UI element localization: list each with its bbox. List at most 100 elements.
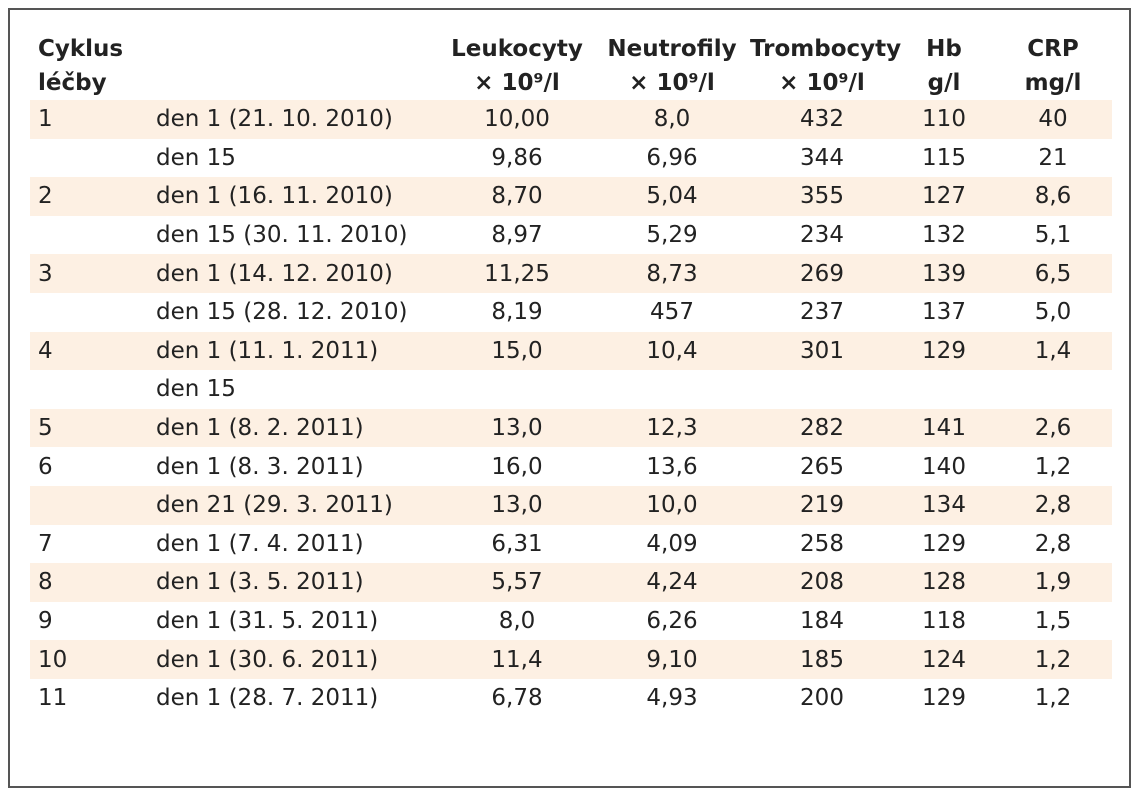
cell-trombocyty: 208 (750, 563, 894, 602)
cell-day: den 1 (8. 2. 2011) (148, 408, 440, 448)
cell-cycle (30, 485, 148, 525)
cell-hb: 139 (894, 254, 994, 293)
cell-cycle (30, 139, 148, 178)
cell-trombocyty: 344 (800, 144, 844, 171)
cell-day: den 1 (21. 10. 2010) (148, 100, 440, 139)
header-crp-label: CRP (1027, 36, 1079, 62)
cell-crp: 5,1 (1034, 222, 1072, 249)
cell-neutrofily: 9,10 (594, 640, 750, 679)
cell-day: den 1 (30. 6. 2011) (148, 640, 440, 679)
cell-cycle: 1 (30, 100, 148, 139)
cell-leukocyty: 8,70 (440, 177, 594, 216)
cell-crp: 1,2 (994, 640, 1112, 679)
cell-hb: 127 (894, 177, 994, 216)
table-row: den 15 (30. 11. 2010) 8,97 5,29 234 132 5,1 (30, 216, 1112, 255)
table-row: den 15 9,86 6,96 344 115 21 (30, 139, 1112, 178)
header-crp-unit: mg/l (1024, 70, 1082, 96)
cell-hb: 115 (922, 144, 966, 171)
header-cycle: Cyklus léčby (30, 32, 148, 100)
cell-cycle: 8 (30, 563, 148, 602)
table-header: Cyklus léčby Leukocyty × 10⁹/l Neutrofil… (30, 32, 1112, 100)
cell-day: den 15 (156, 376, 236, 403)
cell-cycle (30, 216, 148, 255)
header-day (148, 32, 440, 100)
cell-neutrofily: 6,96 (646, 144, 698, 171)
cell-leukocyty: 13,0 (440, 408, 594, 448)
header-leukocyty-label: Leukocyty (451, 36, 583, 62)
cell-trombocyty: 265 (800, 453, 844, 480)
header-row: Cyklus léčby Leukocyty × 10⁹/l Neutrofil… (30, 32, 1112, 100)
header-hb: Hb g/l (894, 32, 994, 100)
cell-cycle (30, 370, 148, 409)
cell-trombocyty: 269 (750, 254, 894, 293)
cell-hb: 129 (922, 685, 966, 712)
cell-neutrofily: 6,26 (646, 608, 698, 635)
cell-hb (894, 370, 994, 409)
cell-hb: 129 (894, 331, 994, 371)
table-row: den 15 (30, 370, 1112, 409)
cell-day: den 1 (28. 7. 2011) (156, 685, 379, 712)
cell-neutrofily: 4,24 (594, 563, 750, 602)
cell-leukocyty: 11,4 (440, 640, 594, 679)
cell-leukocyty: 8,19 (491, 299, 543, 326)
header-hb-unit: g/l (927, 70, 961, 96)
cell-day: den 1 (7. 4. 2011) (156, 530, 364, 557)
header-leukocyty: Leukocyty × 10⁹/l (440, 32, 594, 100)
cell-neutrofily: 10,0 (594, 485, 750, 525)
cell-crp: 2,8 (1034, 530, 1072, 557)
cell-hb: 124 (894, 640, 994, 679)
header-neutrofily-label: Neutrofily (607, 36, 737, 62)
cell-cycle: 7 (38, 530, 53, 557)
header-trombocyty: Trombocyty × 10⁹/l (750, 32, 901, 100)
cell-leukocyty (440, 370, 594, 409)
cell-hb: 128 (894, 563, 994, 602)
cell-cycle: 10 (30, 640, 148, 679)
cell-neutrofily: 457 (650, 299, 694, 326)
cell-cycle: 3 (30, 254, 148, 293)
cell-neutrofily: 5,04 (594, 177, 750, 216)
cell-leukocyty: 10,00 (440, 100, 594, 139)
cell-hb: 118 (922, 608, 966, 635)
cell-neutrofily: 13,6 (646, 453, 698, 480)
header-cycle-line2: léčby (38, 70, 107, 96)
cell-neutrofily (594, 370, 750, 409)
table-row: 4 den 1 (11. 1. 2011) 15,0 10,4 301 129 1,4 (30, 331, 1112, 371)
cell-leukocyty: 15,0 (440, 331, 594, 371)
cell-trombocyty: 185 (750, 640, 894, 679)
cell-day: den 21 (29. 3. 2011) (148, 485, 440, 525)
cell-leukocyty: 6,31 (491, 530, 543, 557)
cell-crp: 1,5 (1034, 608, 1072, 635)
table-row: 2 den 1 (16. 11. 2010) 8,70 5,04 355 127 8,6 (30, 177, 1112, 216)
cell-trombocyty: 234 (800, 222, 844, 249)
table-body: 1 den 1 (21. 10. 2010) 10,00 8,0 432 110 40 den… (30, 100, 1112, 718)
cell-leukocyty: 5,57 (440, 563, 594, 602)
cell-leukocyty: 11,25 (440, 254, 594, 293)
table-frame: Cyklus léčby Leukocyty × 10⁹/l Neutrofil… (8, 8, 1131, 788)
cell-trombocyty: 200 (800, 685, 844, 712)
table-row: den 15 (28. 12. 2010) 8,19 457 237 137 5,0 (30, 293, 1112, 332)
cell-trombocyty: 237 (800, 299, 844, 326)
table-row: 6 den 1 (8. 3. 2011) 16,0 13,6 265 140 1,2 (30, 447, 1112, 486)
header-hb-label: Hb (926, 36, 962, 62)
cell-cycle: 11 (38, 685, 68, 712)
cell-leukocyty: 8,0 (498, 608, 536, 635)
cell-cycle: 2 (30, 177, 148, 216)
cell-crp: 6,5 (994, 254, 1112, 293)
cell-hb: 110 (894, 100, 994, 139)
cell-neutrofily: 8,0 (594, 100, 750, 139)
cell-crp: 8,6 (994, 177, 1112, 216)
cell-trombocyty: 432 (750, 100, 894, 139)
cell-leukocyty: 6,78 (491, 685, 543, 712)
table-row: 5 den 1 (8. 2. 2011) 13,0 12,3 282 141 2,6 (30, 408, 1112, 448)
cell-neutrofily: 10,4 (594, 331, 750, 371)
cell-crp: 1,2 (1034, 685, 1072, 712)
cell-trombocyty: 355 (750, 177, 894, 216)
cell-hb: 132 (922, 222, 966, 249)
header-cycle-line1: Cyklus (38, 36, 124, 62)
cell-crp: 1,2 (1034, 453, 1072, 480)
cell-leukocyty: 9,86 (491, 144, 543, 171)
cell-trombocyty: 301 (750, 331, 894, 371)
table-row: 3 den 1 (14. 12. 2010) 11,25 8,73 269 139 6,5 (30, 254, 1112, 293)
cell-neutrofily: 5,29 (646, 222, 698, 249)
header-crp: CRP mg/l (994, 32, 1112, 100)
